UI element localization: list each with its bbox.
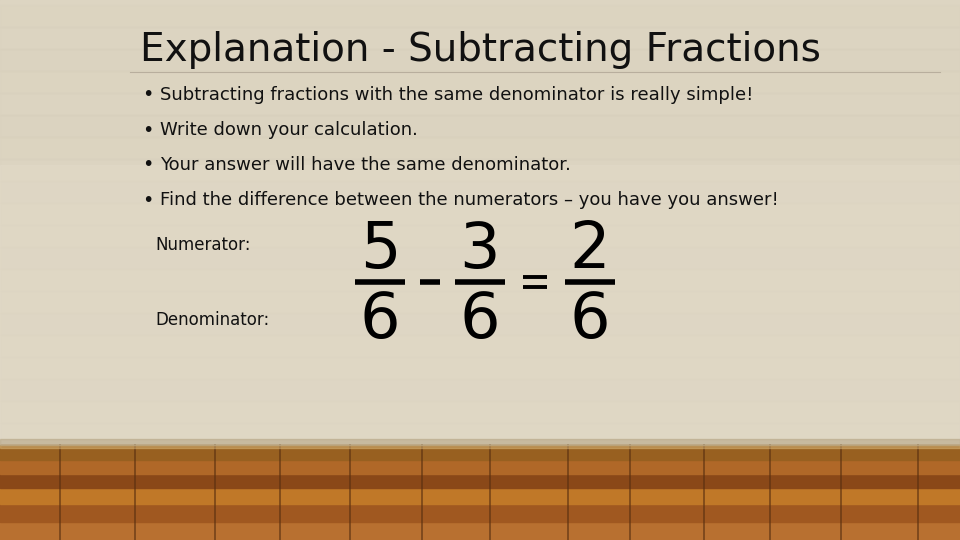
Bar xyxy=(0,357,960,379)
Text: Denominator:: Denominator: xyxy=(155,311,269,329)
Text: •: • xyxy=(142,85,154,105)
Bar xyxy=(0,165,960,445)
Bar xyxy=(0,247,960,269)
Text: Numerator:: Numerator: xyxy=(155,236,251,254)
Bar xyxy=(0,445,960,448)
Text: Explanation - Subtracting Fractions: Explanation - Subtracting Fractions xyxy=(139,31,821,69)
Bar xyxy=(0,488,960,504)
Bar xyxy=(0,93,960,115)
Text: 6: 6 xyxy=(460,289,500,351)
Bar xyxy=(0,159,960,181)
Bar xyxy=(0,0,960,445)
Text: •: • xyxy=(142,191,154,210)
Text: Your answer will have the same denominator.: Your answer will have the same denominat… xyxy=(160,156,571,174)
Text: Find the difference between the numerators – you have you answer!: Find the difference between the numerato… xyxy=(160,191,779,209)
Bar xyxy=(0,460,960,474)
Bar xyxy=(0,445,960,540)
Bar xyxy=(0,474,960,488)
Bar xyxy=(0,5,960,27)
Bar xyxy=(0,203,960,225)
Bar xyxy=(0,335,960,357)
Text: •: • xyxy=(142,120,154,139)
Text: 2: 2 xyxy=(569,219,611,281)
Bar xyxy=(0,423,960,445)
Bar xyxy=(0,379,960,401)
Bar xyxy=(0,313,960,335)
Bar xyxy=(0,115,960,137)
Bar xyxy=(0,225,960,247)
Text: 6: 6 xyxy=(360,289,400,351)
Bar xyxy=(0,71,960,93)
Bar xyxy=(0,401,960,423)
Bar xyxy=(0,137,960,159)
Bar xyxy=(0,522,960,540)
Bar xyxy=(0,445,960,460)
Bar xyxy=(0,49,960,71)
Text: Subtracting fractions with the same denominator is really simple!: Subtracting fractions with the same deno… xyxy=(160,86,754,104)
Text: 3: 3 xyxy=(460,219,500,281)
Bar xyxy=(0,181,960,203)
Text: •: • xyxy=(142,156,154,174)
Bar xyxy=(0,269,960,291)
Bar xyxy=(0,291,960,313)
Text: 6: 6 xyxy=(569,289,611,351)
Text: 5: 5 xyxy=(360,219,400,281)
Bar xyxy=(0,504,960,522)
Bar xyxy=(0,439,960,445)
Text: Write down your calculation.: Write down your calculation. xyxy=(160,121,418,139)
Bar xyxy=(0,27,960,49)
